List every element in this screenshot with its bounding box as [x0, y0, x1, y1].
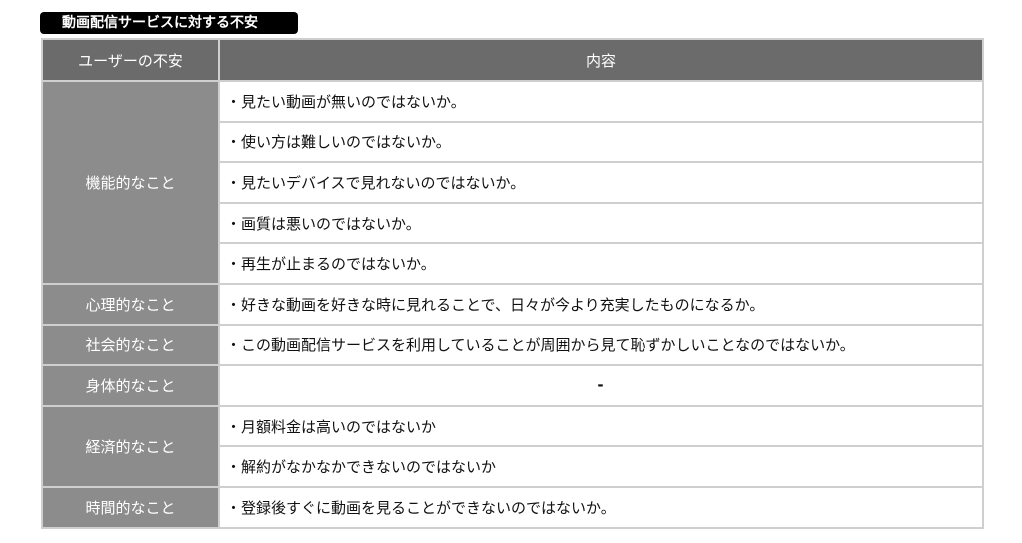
content-cell: ・再生が止まるのではないか。 [218, 242, 984, 285]
table-row: 心理的なこと ・好きな動画を好きな時に見れることで、日々が今より充実したものになる… [41, 282, 984, 326]
table-title: 動画配信サービスに対する不安 [40, 12, 298, 34]
table-row: ・解約がなかなかできないのではないか [42, 445, 984, 488]
content-cell: ・見たいデバイスで見れないのではないか。 [218, 161, 984, 204]
table-row: 身体的なこと - [41, 364, 984, 407]
category-cell: 社会的なこと [41, 323, 220, 367]
content-cell: ・登録後すぐに動画を見ることができないのではないか。 [218, 485, 984, 529]
category-cell: 心理的なこと [41, 282, 220, 326]
header-content: 内容 [218, 38, 984, 82]
header-row: ユーザーの不安 内容 [41, 38, 984, 82]
content-cell: ・この動画配信サービスを利用していることが周囲から見て恥ずかしいことなのではない… [218, 323, 984, 367]
table-row: ・見たいデバイスで見れないのではないか。 [42, 161, 984, 204]
table-row: 機能的なこと ・見たい動画が無いのではないか。 [41, 80, 984, 285]
anxiety-table: ユーザーの不安 内容 機能的なこと ・見たい動画が無いのではないか。 ・使い方は難し… [41, 38, 984, 529]
category-cell: 経済的なこと [41, 404, 220, 488]
table-row: ・再生が止まるのではないか。 [42, 242, 984, 285]
table-row: ・使い方は難しいのではないか。 [42, 120, 984, 164]
table-row: ・画質は悪いのではないか。 [42, 201, 984, 245]
category-cell: 身体的なこと [41, 364, 220, 407]
content-cell: ・使い方は難しいのではないか。 [218, 120, 984, 164]
header-category: ユーザーの不安 [41, 38, 220, 82]
table-row: 社会的なこと ・この動画配信サービスを利用していることが周囲から見て恥ずかしいこと… [41, 323, 984, 367]
content-cell: ・解約がなかなかできないのではないか [218, 445, 984, 488]
category-cell: 機能的なこと [41, 80, 220, 285]
content-cell: - [218, 364, 984, 407]
content-cell: ・月額料金は高いのではないか [218, 404, 984, 448]
table-row: 経済的なこと ・月額料金は高いのではないか [41, 404, 984, 488]
content-cell: ・好きな動画を好きな時に見れることで、日々が今より充実したものになるか。 [218, 282, 984, 326]
category-cell: 時間的なこと [41, 485, 220, 529]
content-cell: ・画質は悪いのではないか。 [218, 201, 984, 245]
content-cell: ・見たい動画が無いのではないか。 [218, 80, 984, 123]
table-row: 時間的なこと ・登録後すぐに動画を見ることができないのではないか。 [41, 485, 984, 529]
